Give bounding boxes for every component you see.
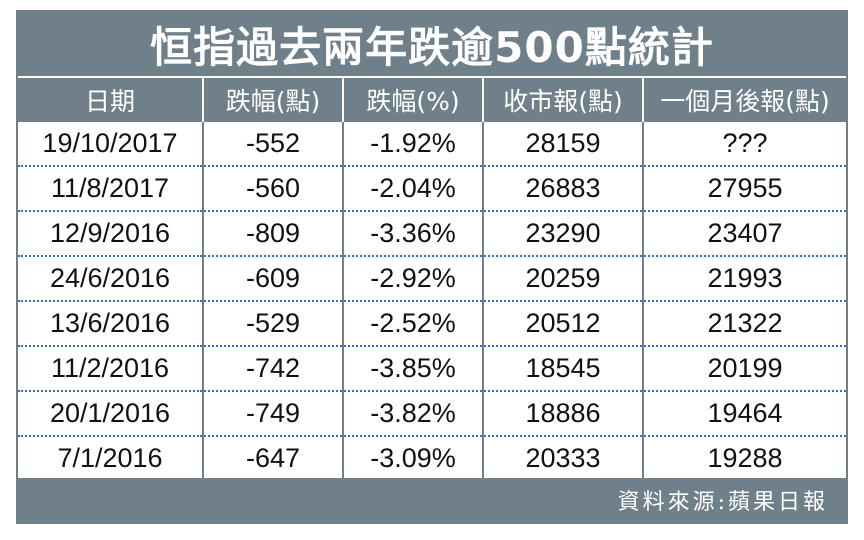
- cell-one-month-later: 23407: [642, 211, 846, 257]
- cell-drop-points: -609: [202, 256, 343, 302]
- cell-close: 20512: [482, 301, 643, 347]
- cell-date: 24/6/2016: [18, 256, 203, 302]
- cell-drop-percent: -3.82%: [342, 391, 483, 437]
- cell-close: 18545: [482, 346, 643, 392]
- table-row: 11/2/2016 -742 -3.85% 18545 20199: [18, 346, 846, 392]
- cell-drop-percent: -3.36%: [342, 211, 483, 257]
- cell-drop-points: -552: [202, 122, 343, 167]
- cell-drop-points: -529: [202, 301, 343, 347]
- cell-one-month-later: 19288: [642, 436, 846, 480]
- cell-date: 12/9/2016: [18, 211, 203, 257]
- header-row: 日期 跌幅(點) 跌幅(%) 收市報(點) 一個月後報(點): [18, 76, 846, 122]
- stats-table-panel: 恒指過去兩年跌逾500點統計 日期 跌幅(點) 跌幅(%) 收市報(點) 一個月…: [16, 10, 848, 524]
- cell-drop-points: -749: [202, 391, 343, 437]
- cell-drop-percent: -2.04%: [342, 166, 483, 212]
- cell-one-month-later: 21993: [642, 256, 846, 302]
- cell-close: 28159: [482, 122, 643, 167]
- cell-one-month-later: 20199: [642, 346, 846, 392]
- column-header-drop-percent: 跌幅(%): [342, 76, 483, 122]
- cell-one-month-later: 21322: [642, 301, 846, 347]
- cell-drop-points: -560: [202, 166, 343, 212]
- table-row: 20/1/2016 -749 -3.82% 18886 19464: [18, 391, 846, 437]
- cell-drop-percent: -3.85%: [342, 346, 483, 392]
- table-row: 19/10/2017 -552 -1.92% 28159 ???: [18, 122, 846, 167]
- cell-drop-points: -809: [202, 211, 343, 257]
- table-row: 24/6/2016 -609 -2.92% 20259 21993: [18, 256, 846, 302]
- column-header-drop-points: 跌幅(點): [202, 76, 343, 122]
- cell-date: 20/1/2016: [18, 391, 203, 437]
- column-header-date: 日期: [18, 76, 203, 122]
- cell-date: 19/10/2017: [18, 122, 203, 167]
- column-header-one-month-later: 一個月後報(點): [642, 76, 846, 122]
- cell-date: 7/1/2016: [57, 443, 163, 473]
- cell-drop-percent: -2.52%: [342, 301, 483, 347]
- column-header-close: 收市報(點): [482, 76, 643, 122]
- cell-drop-points: -647: [202, 436, 343, 480]
- cell-one-month-later: ???: [642, 122, 846, 167]
- cell-date: 11/2/2016: [18, 346, 203, 392]
- cell-one-month-later: 19464: [642, 391, 846, 437]
- cell-close: 23290: [482, 211, 643, 257]
- cell-close: 20259: [482, 256, 643, 302]
- table-row: 7/1/2016 -647 -3.09% 20333 19288: [18, 436, 846, 480]
- cell-date: 11/8/2017: [18, 166, 203, 212]
- cell-date: 13/6/2016: [18, 301, 203, 347]
- cell-close: 20333: [482, 436, 643, 480]
- table-row: 13/6/2016 -529 -2.52% 20512 21322: [18, 301, 846, 347]
- source-credit: 資料來源:蘋果日報: [18, 478, 846, 522]
- cell-drop-points: -742: [202, 346, 343, 392]
- table-row: 11/8/2017 -560 -2.04% 26883 27955: [18, 166, 846, 212]
- cell-close: 26883: [482, 166, 643, 212]
- table-row: 12/9/2016 -809 -3.36% 23290 23407: [18, 211, 846, 257]
- cell-drop-percent: -3.09%: [342, 436, 483, 480]
- table-title: 恒指過去兩年跌逾500點統計: [18, 12, 846, 76]
- cell-drop-percent: -1.92%: [342, 122, 483, 167]
- cell-close: 18886: [482, 391, 643, 437]
- hsi-drop-table: 日期 跌幅(點) 跌幅(%) 收市報(點) 一個月後報(點) 19/10/201…: [18, 76, 846, 480]
- cell-drop-percent: -2.92%: [342, 256, 483, 302]
- cell-one-month-later: 27955: [642, 166, 846, 212]
